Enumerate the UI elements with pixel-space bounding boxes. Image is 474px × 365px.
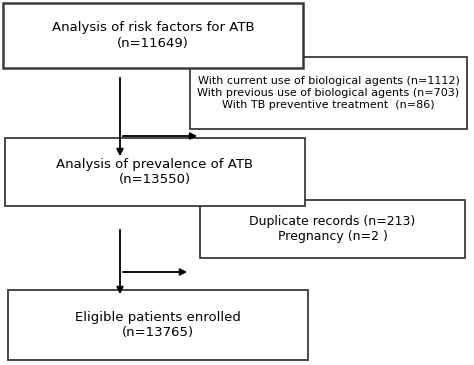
- Text: Analysis of prevalence of ATB
(n=13550): Analysis of prevalence of ATB (n=13550): [56, 158, 254, 186]
- Text: Duplicate records (n=213)
Pregnancy (n=2 ): Duplicate records (n=213) Pregnancy (n=2…: [249, 215, 416, 243]
- Bar: [3, 3, 303, 68]
- Text: Analysis of risk factors for ATB
(n=11649): Analysis of risk factors for ATB (n=1164…: [52, 22, 255, 50]
- Bar: [5, 138, 305, 206]
- Bar: [8, 290, 308, 360]
- Text: With current use of biological agents (n=1112)
With previous use of biological a: With current use of biological agents (n…: [198, 76, 460, 110]
- Text: Eligible patients enrolled
(n=13765): Eligible patients enrolled (n=13765): [75, 311, 241, 339]
- Bar: [200, 200, 465, 258]
- Bar: [190, 57, 467, 129]
